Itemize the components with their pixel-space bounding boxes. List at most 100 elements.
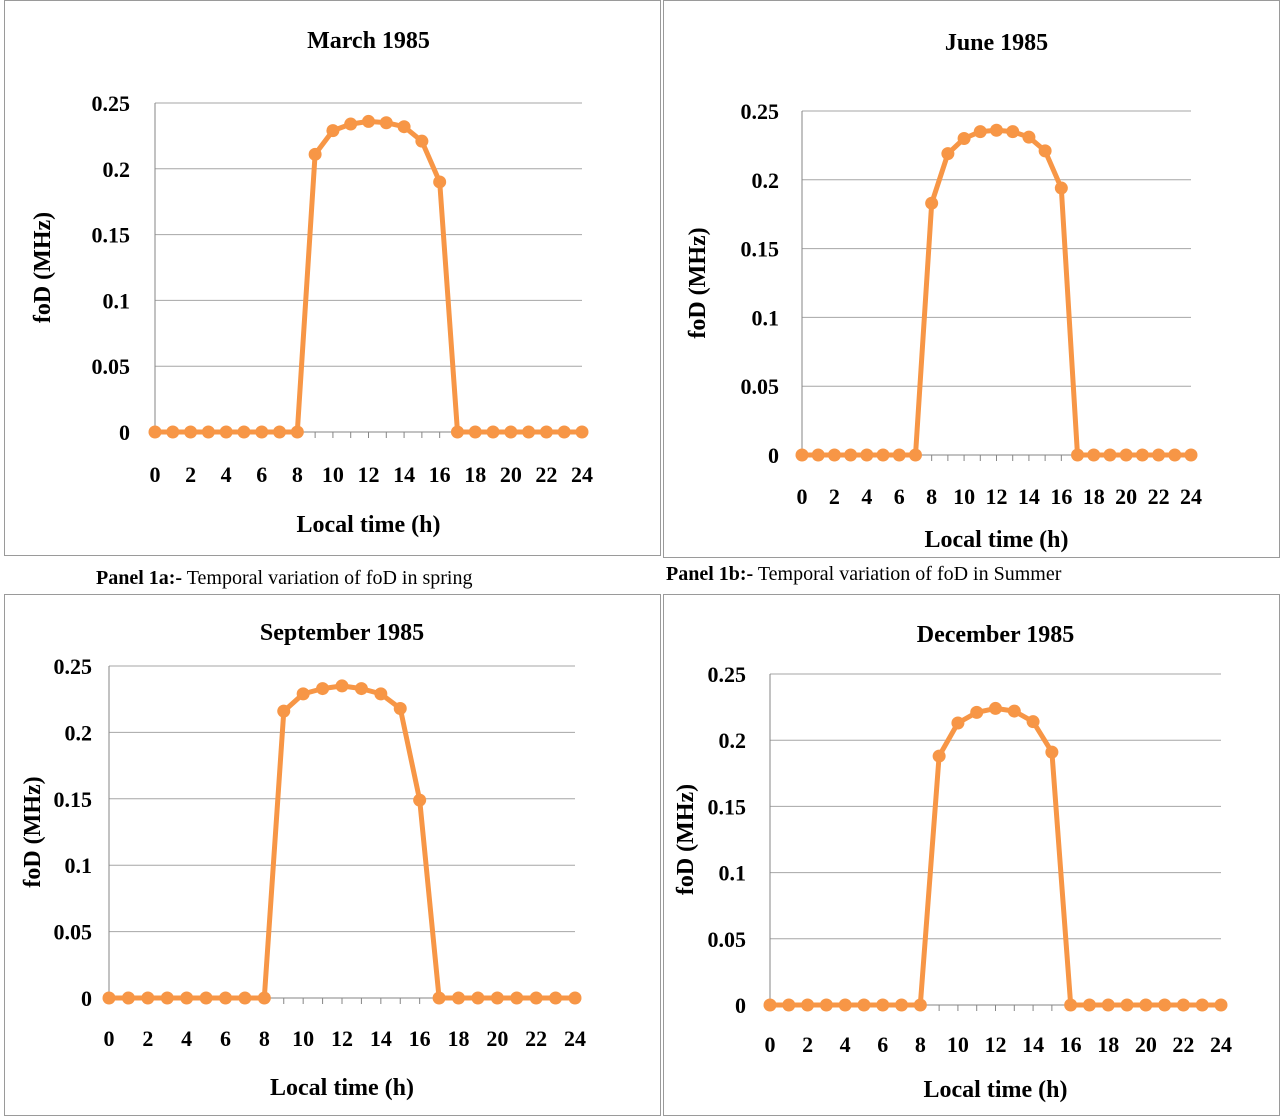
chart-2-xtick-0: 0 <box>797 484 808 509</box>
chart-2-xtick-22: 22 <box>1148 484 1170 509</box>
chart-3-title: September 1985 <box>260 620 424 646</box>
chart-1-xtick-14: 14 <box>393 462 415 487</box>
chart-4-point-17 <box>1082 998 1096 1012</box>
chart-2-ytick-0-1: 0.1 <box>752 305 780 330</box>
chart-4-ylabel: foD (MHz) <box>673 784 699 895</box>
chart-4-ytick-0: 0 <box>735 993 746 1018</box>
chart-3-point-7 <box>238 991 252 1005</box>
chart-1-point-0 <box>148 425 162 439</box>
chart-1-point-19 <box>486 425 500 439</box>
chart-4-point-15 <box>1045 745 1059 759</box>
chart-1-point-22 <box>539 425 553 439</box>
chart-4-xtick-6: 6 <box>877 1032 888 1057</box>
chart-2-xtick-10: 10 <box>953 484 975 509</box>
chart-2-point-18 <box>1087 448 1101 462</box>
chart-1-point-20 <box>504 425 518 439</box>
chart-4-xtick-22: 22 <box>1172 1032 1194 1057</box>
chart-3-xtick-16: 16 <box>409 1026 431 1051</box>
chart-1-point-18 <box>468 425 482 439</box>
chart-2-point-12 <box>990 123 1003 137</box>
chart-1-ytick-0-1: 0.1 <box>103 288 131 313</box>
chart-4-ytick-0-15: 0.15 <box>708 794 747 819</box>
chart-4-point-1 <box>782 998 796 1012</box>
chart-2-xtick-16: 16 <box>1050 484 1072 509</box>
chart-1-point-1 <box>166 425 180 439</box>
chart-3-point-5 <box>199 991 213 1005</box>
chart-1-xtick-24: 24 <box>571 462 593 487</box>
chart-3-point-17 <box>432 991 446 1005</box>
chart-2-point-13 <box>1006 125 1020 139</box>
chart-4-ytick-0-1: 0.1 <box>719 861 747 886</box>
chart-4-point-4 <box>838 998 852 1012</box>
chart-4-point-0 <box>763 998 777 1012</box>
chart-2-xtick-14: 14 <box>1018 484 1040 509</box>
chart-2-point-19 <box>1103 448 1117 462</box>
chart-2-point-10 <box>957 132 971 146</box>
chart-1-xtick-12: 12 <box>358 462 380 487</box>
chart-3-ylabel: foD (MHz) <box>20 776 46 887</box>
chart-3-point-16 <box>413 793 427 807</box>
chart-3-ytick-0: 0 <box>81 986 92 1011</box>
chart-1-point-11 <box>344 117 358 131</box>
chart-1-xtick-2: 2 <box>185 462 196 487</box>
chart-2-xtick-18: 18 <box>1083 484 1105 509</box>
chart-2-ytick-0-05: 0.05 <box>741 374 780 399</box>
chart-3-xtick-20: 20 <box>486 1026 508 1051</box>
chart-1-ytick-0-2: 0.2 <box>103 157 131 182</box>
chart-1-point-3 <box>201 425 215 439</box>
caption-panel-1a-label: Panel 1a:- <box>96 567 183 589</box>
chart-2-title: June 1985 <box>945 30 1048 56</box>
chart-4-xtick-0: 0 <box>765 1032 776 1057</box>
chart-3-xlabel: Local time (h) <box>270 1075 414 1101</box>
chart-4-xtick-14: 14 <box>1022 1032 1044 1057</box>
chart-1-xtick-0: 0 <box>150 462 161 487</box>
chart-3-point-20 <box>490 991 504 1005</box>
chart-1-point-14 <box>397 120 411 134</box>
chart-1-xtick-6: 6 <box>256 462 267 487</box>
chart-3-point-21 <box>510 991 524 1005</box>
chart-frame-1 <box>4 0 661 556</box>
chart-2-point-14 <box>1022 130 1036 144</box>
chart-2-point-24 <box>1184 448 1198 462</box>
chart-2-point-8 <box>925 196 939 210</box>
chart-3-xtick-2: 2 <box>142 1026 153 1051</box>
chart-4-point-9 <box>932 749 946 763</box>
chart-3-point-0 <box>102 991 116 1005</box>
chart-1-point-5 <box>237 425 251 439</box>
chart-4-point-12 <box>989 701 1002 715</box>
chart-2-ytick-0-25: 0.25 <box>741 99 780 124</box>
chart-3-ytick-0-25: 0.25 <box>54 654 93 679</box>
chart-2-xlabel: Local time (h) <box>925 527 1069 553</box>
chart-2-point-4 <box>860 448 874 462</box>
chart-2-point-7 <box>908 448 922 462</box>
chart-2-xtick-8: 8 <box>926 484 937 509</box>
chart-3-point-4 <box>180 991 194 1005</box>
chart-2-point-0 <box>795 448 809 462</box>
chart-2-point-1 <box>811 448 825 462</box>
chart-4-xtick-2: 2 <box>802 1032 813 1057</box>
chart-4-point-13 <box>1007 704 1021 718</box>
chart-1-point-16 <box>433 175 447 189</box>
caption-panel-1a-text: Temporal variation of foD in spring <box>182 567 473 589</box>
chart-3-ytick-0-2: 0.2 <box>65 720 93 745</box>
chart-4-xtick-4: 4 <box>840 1032 851 1057</box>
chart-3-point-12 <box>335 679 349 693</box>
chart-2-point-5 <box>876 448 890 462</box>
chart-2-point-17 <box>1071 448 1085 462</box>
chart-4-xtick-10: 10 <box>947 1032 969 1057</box>
chart-2-point-9 <box>941 147 955 161</box>
chart-3-point-15 <box>393 701 407 715</box>
caption-panel-1b-label: Panel 1b:- <box>666 563 754 585</box>
chart-4-ytick-0-2: 0.2 <box>719 728 747 753</box>
chart-4-point-10 <box>951 716 965 730</box>
chart-1-point-9 <box>308 147 322 161</box>
chart-1-xtick-20: 20 <box>500 462 522 487</box>
chart-2-point-15 <box>1038 144 1052 158</box>
chart-1-title: March 1985 <box>307 28 430 54</box>
chart-3-point-10 <box>296 687 310 701</box>
chart-1-ytick-0-05: 0.05 <box>92 354 131 379</box>
chart-4-xtick-18: 18 <box>1097 1032 1119 1057</box>
caption-panel-1b: Panel 1b:- Temporal variation of foD in … <box>666 563 1061 586</box>
chart-2-xtick-2: 2 <box>829 484 840 509</box>
chart-1-point-13 <box>379 116 393 130</box>
